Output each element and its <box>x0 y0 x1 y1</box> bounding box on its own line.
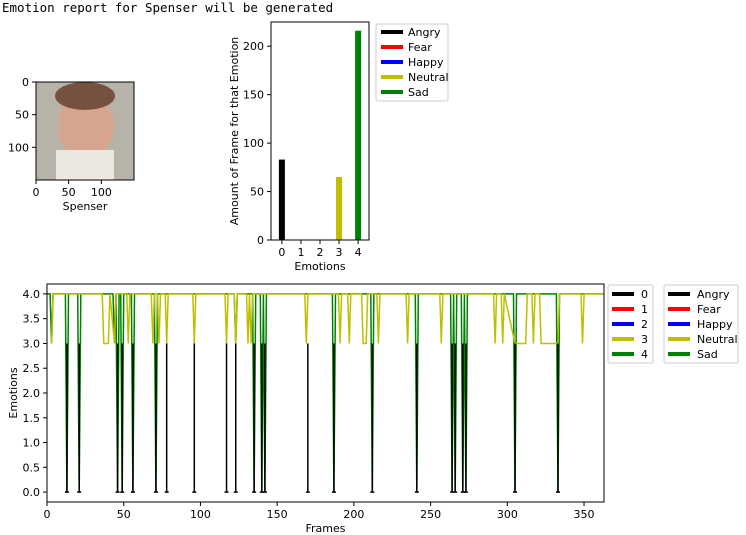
bar-ytick-label: 100 <box>243 137 264 150</box>
line-legend-named-label: Neutral <box>697 333 738 346</box>
line-xtick-label: 150 <box>267 508 288 521</box>
line-legend-numeric-label: 2 <box>641 318 648 331</box>
line-xtick-label: 100 <box>190 508 211 521</box>
bar-legend <box>375 23 449 102</box>
bar-xlabel: Emotions <box>294 260 345 273</box>
bar-ytick-label: 0 <box>257 234 264 247</box>
line-ytick-label: 1.5 <box>23 412 41 425</box>
line-xtick-label: 200 <box>343 508 364 521</box>
bar-legend-label: Happy <box>408 56 444 69</box>
line-legend-numeric-label: 4 <box>641 348 648 361</box>
bar-xtick-label: 4 <box>355 246 362 259</box>
line-legend-numeric-label: 0 <box>641 288 648 301</box>
line-xtick-label: 350 <box>574 508 595 521</box>
line-legend-named <box>663 284 739 364</box>
face-xtick-label: 50 <box>62 186 76 199</box>
line-ytick-label: 4.0 <box>23 288 41 301</box>
bar-xtick-label: 3 <box>336 246 343 259</box>
face-frame <box>35 81 135 181</box>
line-legend-numeric-label: 1 <box>641 303 648 316</box>
line-legend-named-label: Sad <box>697 348 718 361</box>
line-xtick-label: 0 <box>44 508 51 521</box>
report-header: Emotion report for Spenser will be gener… <box>2 0 334 15</box>
bar-legend-label: Fear <box>408 41 432 54</box>
line-ytick-label: 2.0 <box>23 387 41 400</box>
bar-ytick-label: 50 <box>250 186 264 199</box>
bar-xtick-label: 2 <box>317 246 324 259</box>
bar-legend-label: Angry <box>408 26 441 39</box>
line-legend-named-label: Angry <box>697 288 730 301</box>
face-ytick-label: 100 <box>8 141 29 154</box>
face-xlabel: Spenser <box>63 200 108 213</box>
line-ytick-label: 1.0 <box>23 437 41 450</box>
line-legend-named-label: Happy <box>697 318 733 331</box>
bar-ylabel: Amount of Frame for that Emotion <box>228 37 241 226</box>
bar-sad <box>355 30 362 240</box>
bar-angry <box>278 159 285 240</box>
line-legend-named-label: Fear <box>697 303 721 316</box>
bar-ytick-label: 200 <box>243 40 264 53</box>
face-ytick-label: 0 <box>22 76 29 89</box>
bar-neutral <box>336 177 343 240</box>
line-ytick-label: 0.0 <box>23 486 41 499</box>
bar-ytick-label: 150 <box>243 89 264 102</box>
face-xtick-label: 100 <box>91 186 112 199</box>
line-ytick-label: 0.5 <box>23 461 41 474</box>
line-ytick-label: 3.0 <box>23 337 41 350</box>
bar-xtick-label: 0 <box>278 246 285 259</box>
line-plot-area <box>47 293 604 493</box>
bar-legend-label: Sad <box>408 86 429 99</box>
line-xtick-label: 50 <box>117 508 131 521</box>
face-portrait <box>58 93 114 159</box>
line-ylabel: Emotions <box>7 367 20 418</box>
face-xtick-label: 0 <box>33 186 40 199</box>
line-xlabel: Frames <box>305 522 345 535</box>
face-ytick-label: 50 <box>15 109 29 122</box>
line-ytick-label: 2.5 <box>23 362 41 375</box>
line-plot-frame <box>46 283 605 503</box>
line-series-sad <box>47 293 604 493</box>
line-xtick-label: 300 <box>497 508 518 521</box>
emotion-line-chart: 0 50 100 150 200 250 300 350 0.0 0.5 1.0 1.5 2.0 2.5 3… <box>7 283 739 535</box>
bar-plot-frame <box>270 21 370 241</box>
line-xtick-label: 250 <box>420 508 441 521</box>
line-legend-numeric-label: 3 <box>641 333 648 346</box>
shirt <box>56 150 114 180</box>
bar-xtick-label: 1 <box>297 246 304 259</box>
bar-legend-label: Neutral <box>408 71 449 84</box>
hair <box>55 82 115 110</box>
line-ytick-label: 3.5 <box>23 313 41 326</box>
